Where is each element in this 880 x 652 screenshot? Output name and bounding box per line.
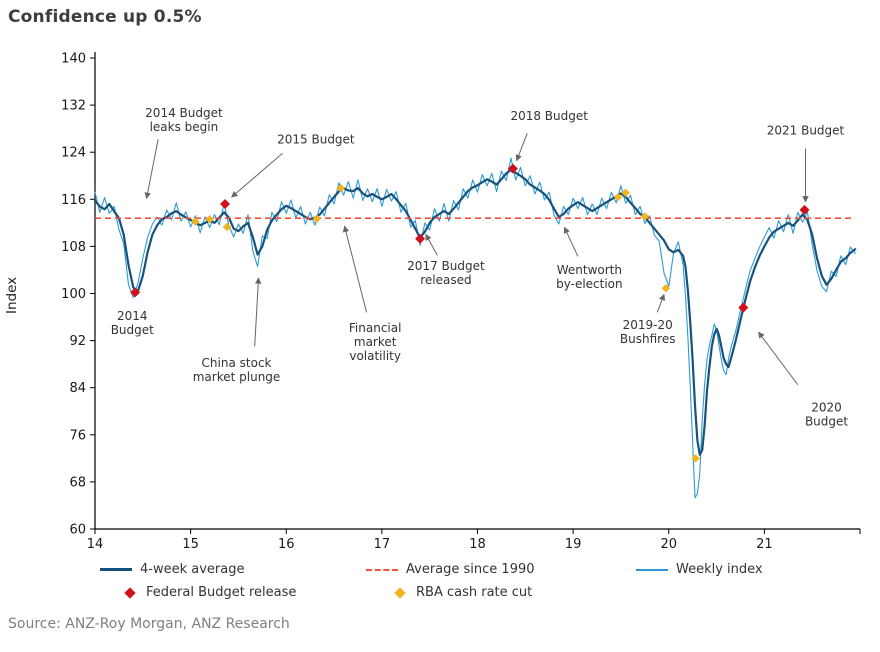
x-tick-label: 18 — [469, 537, 486, 552]
annotation-arrow — [231, 152, 283, 198]
rba-cash-rate-diamond — [613, 192, 623, 202]
annotation-text: 2014 Budget leaks begin — [145, 106, 223, 134]
chart-legend: 4-week average Average since 1990 Weekly… — [0, 562, 880, 608]
annotation-arrow — [425, 233, 438, 256]
four-week-average-swatch — [100, 568, 132, 571]
rba-cash-rate-diamond — [312, 214, 322, 223]
legend-label: Average since 1990 — [406, 562, 535, 577]
x-tick-label: 15 — [182, 537, 199, 552]
rba-cash-rate-diamond — [336, 183, 345, 193]
legend-item-4-week-average: 4-week average — [100, 562, 244, 577]
legend-label: Weekly index — [676, 562, 763, 577]
page-title: Confidence up 0.5% — [8, 7, 202, 27]
chart-area: Index 60 68 76 84 92 100 108 116 124 132 140 14 15 16… — [0, 30, 880, 556]
x-tick-label: 17 — [374, 537, 391, 552]
x-tick-label: 14 — [87, 537, 104, 552]
legend-item-average-since-1990: Average since 1990 — [366, 562, 535, 577]
annotation: Financial market volatility — [342, 225, 402, 363]
annotation: 2017 Budget released — [407, 233, 485, 287]
weekly-index-swatch — [636, 568, 668, 571]
weekly-index-line — [94, 157, 856, 499]
annotation-arrow — [758, 331, 799, 386]
legend-label: 4-week average — [140, 562, 245, 577]
annotation-arrow — [563, 226, 579, 257]
federal-budget-diamond — [799, 204, 810, 215]
federal-budget-diamond — [738, 302, 749, 313]
annotation-arrow — [656, 293, 666, 313]
rba-cash-rate-diamond — [621, 188, 630, 198]
y-tick-label: 140 — [61, 52, 86, 67]
annotation-text: 2021 Budget — [767, 124, 845, 138]
annotation-text: 2020 Budget — [805, 400, 848, 428]
source-note: Source: ANZ-Roy Morgan, ANZ Research — [8, 616, 290, 632]
y-tick-label: 84 — [69, 381, 86, 396]
y-axis-label: Index — [4, 276, 20, 314]
rba-cash-rate-diamond — [640, 212, 650, 221]
annotation: China stock market plunge — [193, 277, 281, 384]
legend-item-weekly-index: Weekly index — [636, 562, 763, 577]
y-tick-label: 60 — [69, 523, 86, 538]
federal-budget-diamond — [415, 233, 426, 244]
legend-item-federal-budget: Federal Budget release — [122, 585, 296, 600]
annotation: 2020 Budget — [758, 331, 848, 428]
y-tick-label: 92 — [69, 334, 86, 349]
y-tick-label: 108 — [61, 240, 86, 255]
annotation: 2019-20 Bushfires — [620, 293, 676, 346]
annotation-text: 2015 Budget — [277, 132, 355, 146]
annotation: 2014 Budget leaks begin — [144, 106, 223, 200]
annotation: 2014 Budget — [111, 309, 154, 337]
legend-label: Federal Budget release — [146, 585, 297, 600]
legend-item-rba-cut: RBA cash rate cut — [392, 585, 532, 600]
budget-diamond-swatch — [124, 586, 136, 599]
y-tick-label: 76 — [69, 428, 86, 443]
y-tick-label: 68 — [69, 475, 86, 490]
rba-cash-rate-diamond — [691, 454, 700, 463]
x-tick-label: 20 — [660, 537, 677, 552]
rba-cash-rate-diamond — [661, 284, 671, 293]
x-tick-label: 21 — [756, 537, 773, 552]
annotation: Wentworth by-election — [556, 226, 623, 291]
legend-label: RBA cash rate cut — [416, 585, 533, 600]
annotation-text: 2019-20 Bushfires — [620, 318, 676, 346]
annotation-text: Financial market volatility — [349, 321, 402, 363]
annotation-arrow — [144, 139, 159, 200]
rba-diamond-swatch — [394, 586, 406, 599]
x-tick-label: 16 — [278, 537, 295, 552]
rba-cash-rate-diamond — [222, 222, 232, 232]
annotation: 2018 Budget — [510, 109, 588, 162]
annotation-arrow — [342, 225, 368, 313]
y-tick-label: 116 — [61, 193, 86, 208]
y-tick-label: 132 — [61, 99, 86, 114]
annotation-text: 2017 Budget released — [407, 259, 485, 287]
federal-budget-diamond — [130, 287, 141, 298]
x-tick-label: 19 — [565, 537, 582, 552]
rba-cash-rate-diamond — [205, 215, 214, 224]
y-tick-label: 100 — [61, 287, 86, 302]
annotation: 2021 Budget — [767, 124, 845, 203]
annotation-arrow — [254, 277, 262, 347]
annotation-arrow — [515, 133, 528, 162]
federal-budget-diamond — [507, 163, 518, 174]
annotation: 2015 Budget — [231, 132, 355, 198]
four-week-average-line — [93, 168, 857, 456]
y-tick-label: 124 — [61, 146, 86, 161]
annotation-text: China stock market plunge — [193, 356, 281, 384]
annotation-text: 2018 Budget — [510, 109, 588, 123]
annotation-text: 2014 Budget — [111, 309, 154, 337]
federal-budget-diamond — [220, 199, 231, 210]
annotation-text: Wentworth by-election — [556, 263, 623, 291]
confidence-chart: 60 68 76 84 92 100 108 116 124 132 140 14 15 16 17 18 19… — [61, 52, 861, 552]
average-line-swatch — [366, 568, 398, 571]
rba-cash-rate-diamond — [191, 217, 200, 226]
